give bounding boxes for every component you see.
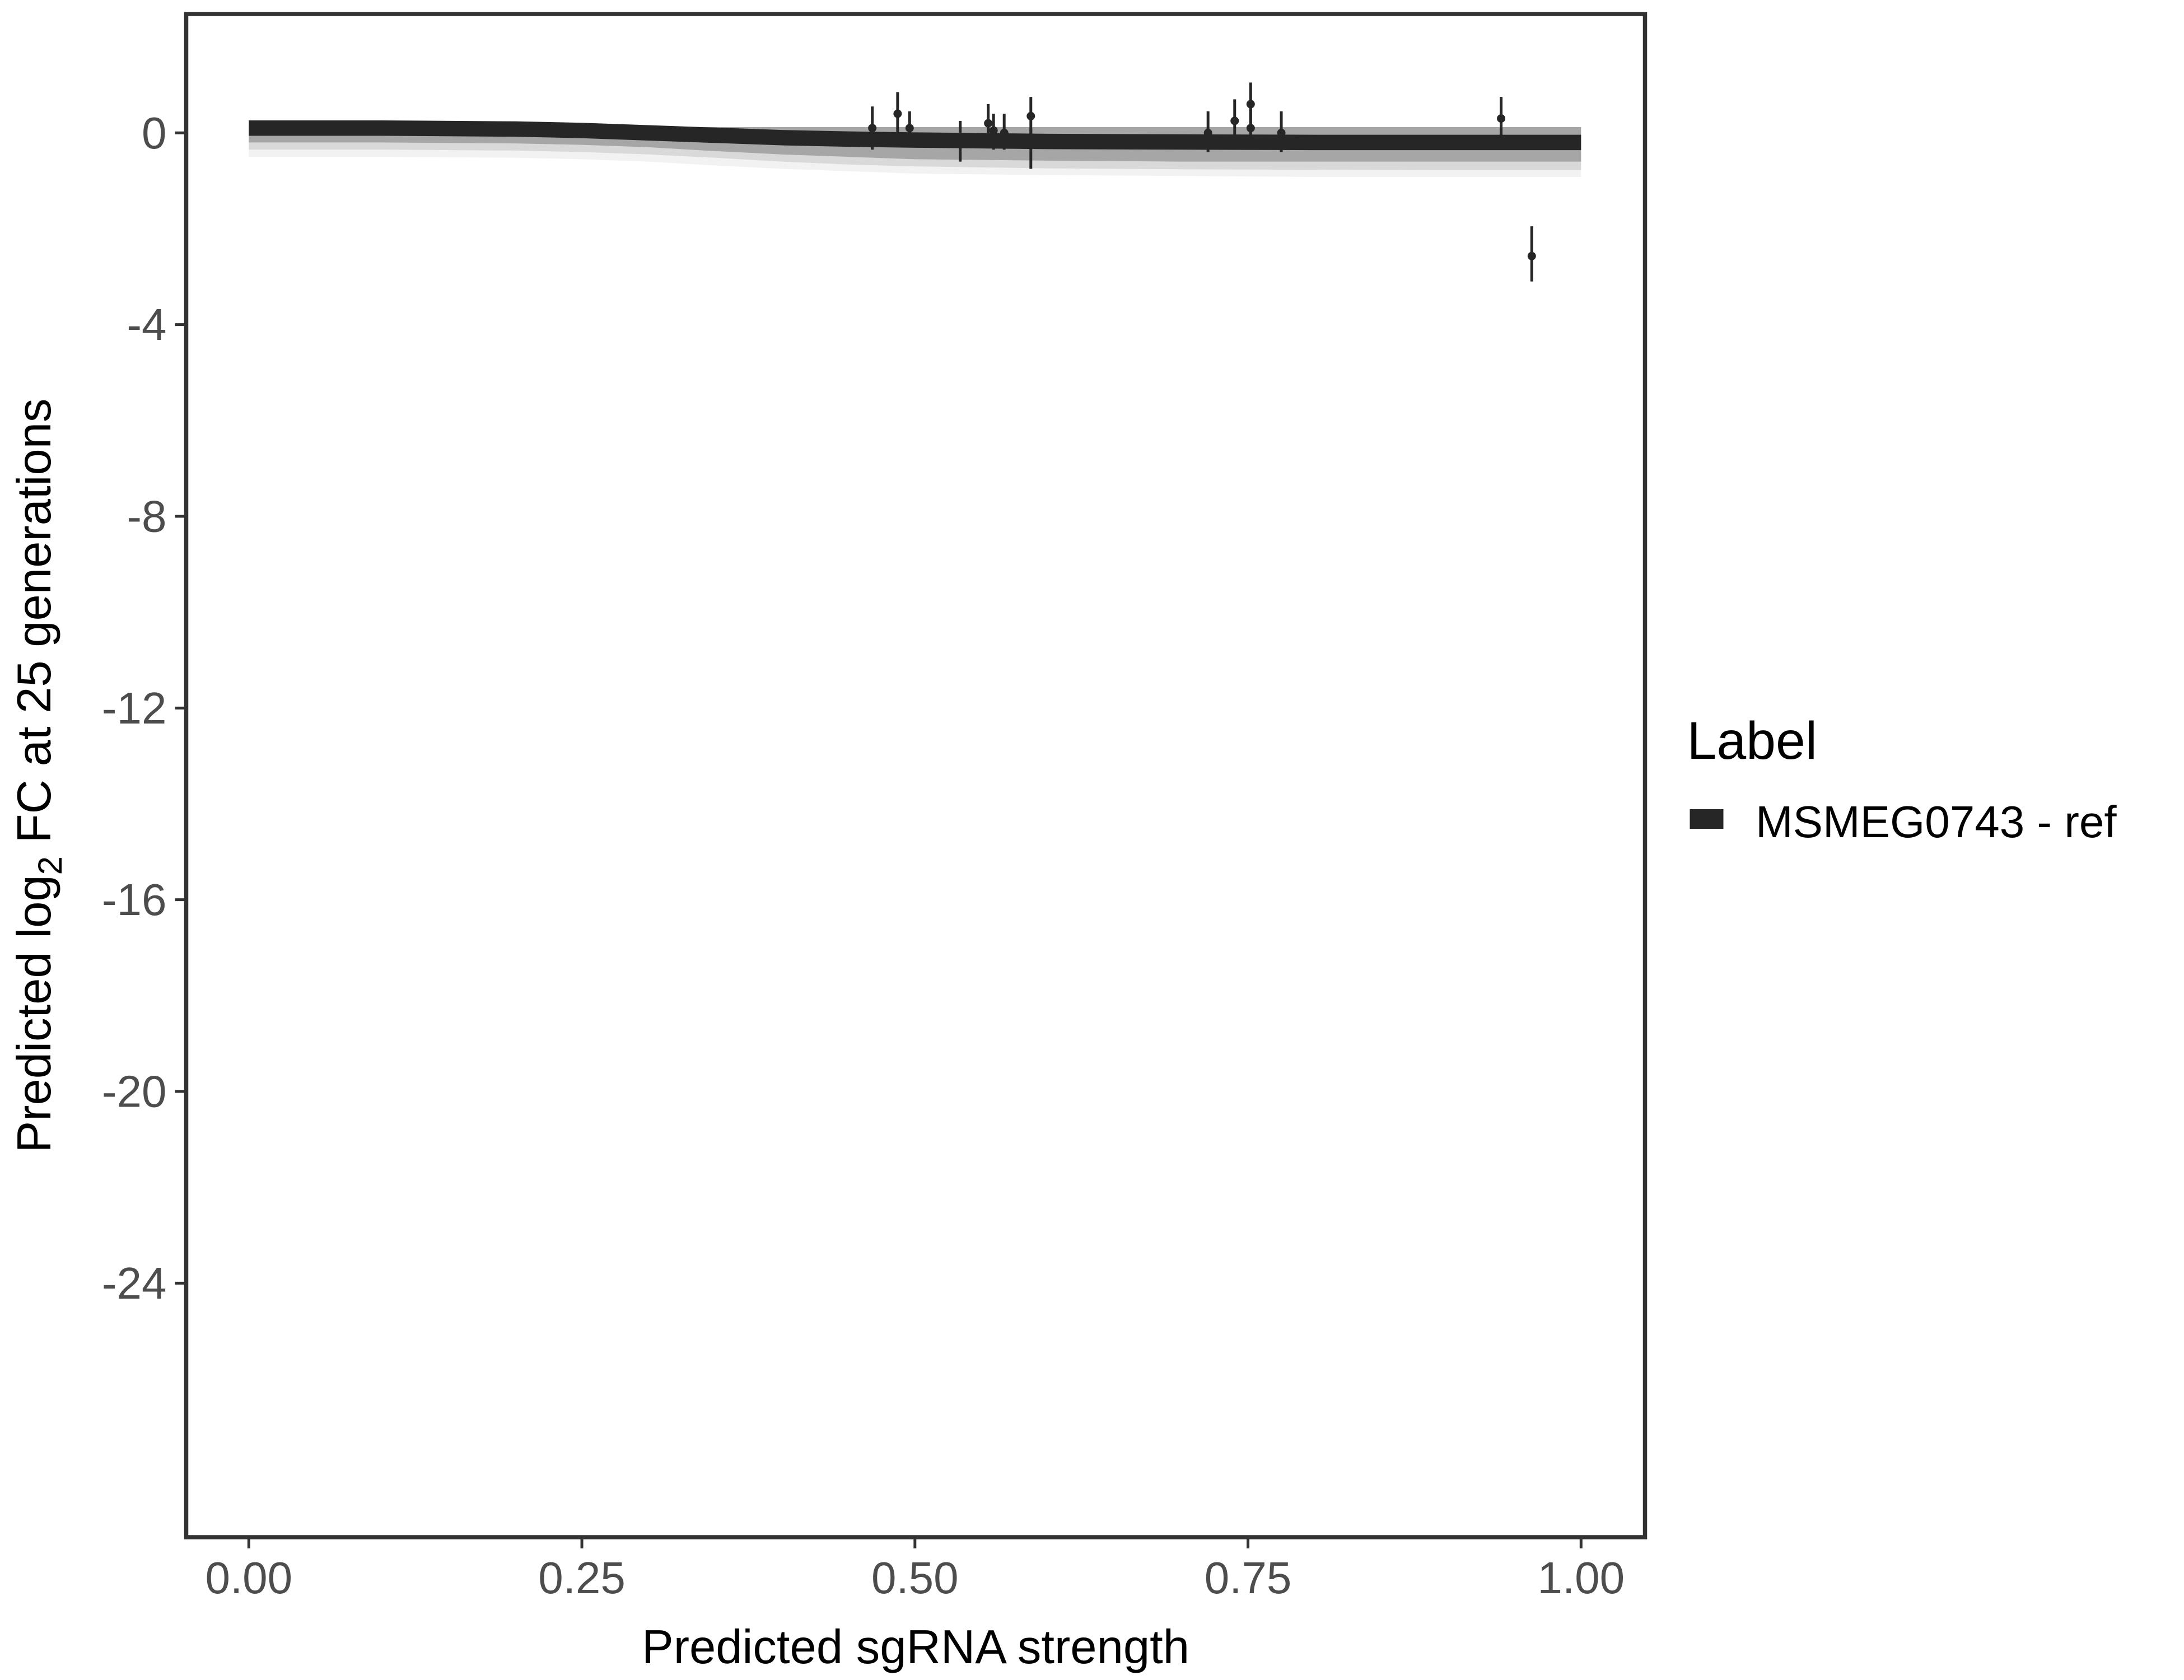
data-point: [1277, 128, 1286, 137]
legend-title: Label: [1687, 711, 1817, 771]
x-tick-label: 0.75: [1205, 1553, 1292, 1603]
data-point: [893, 109, 902, 118]
data-point: [1246, 124, 1255, 133]
x-axis-label: Predicted sgRNA strength: [642, 1621, 1189, 1674]
data-points: [868, 82, 1536, 282]
data-point: [1203, 128, 1212, 137]
data-point: [1527, 251, 1536, 260]
data-point: [1026, 138, 1035, 147]
legend-entry-label: MSMEG0743 - ref: [1756, 797, 2117, 847]
y-tick-label: 0: [142, 108, 167, 158]
x-tick-label: 0.50: [871, 1553, 959, 1603]
y-tick-label: -12: [102, 683, 167, 733]
data-point: [984, 119, 993, 128]
x-axis: 0.00 0.25 0.50 0.75 1.00: [205, 1537, 1625, 1603]
x-tick-label: 0.00: [205, 1553, 292, 1603]
legend: Label MSMEG0743 - ref: [1687, 711, 2117, 847]
legend-key: [1690, 809, 1724, 829]
data-point: [956, 138, 965, 147]
x-tick-label: 0.25: [538, 1553, 626, 1603]
y-tick-label: -8: [127, 491, 166, 541]
x-tick-label: 1.00: [1537, 1553, 1625, 1603]
y-tick-label: -4: [127, 300, 166, 349]
y-tick-label: -20: [102, 1067, 167, 1117]
data-point: [905, 124, 914, 133]
confidence-ribbon: [249, 147, 1581, 178]
y-axis: 0 -4 -8 -12 -16 -20 -24: [102, 108, 186, 1308]
data-point: [868, 124, 877, 133]
fit-line: [249, 120, 1581, 151]
data-point: [1026, 111, 1035, 120]
data-point: [989, 126, 998, 135]
y-tick-label: -24: [102, 1258, 167, 1308]
y-tick-label: -16: [102, 875, 167, 925]
plot-panel-border: [184, 12, 1648, 1539]
y-axis-label: Predicted log2 FC at 25 generations: [8, 399, 69, 1153]
data-point: [1000, 128, 1009, 137]
fit-line-group: [249, 120, 1581, 151]
data-point: [1497, 114, 1506, 123]
data-point: [1230, 116, 1239, 125]
